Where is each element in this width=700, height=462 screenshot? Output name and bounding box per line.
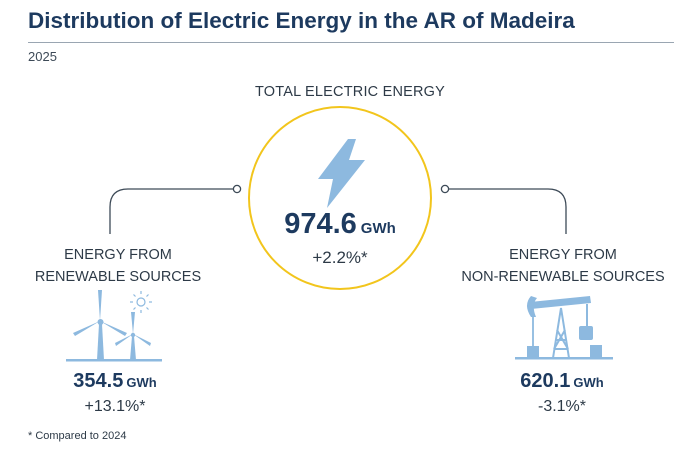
wind-turbines-sun-icon xyxy=(66,290,162,362)
non-renewable-change: -3.1%* xyxy=(537,398,587,415)
large-turbine xyxy=(73,290,127,360)
total-energy-value: 974.6 GWh xyxy=(240,208,440,241)
total-energy-label: TOTAL ELECTRIC ENERGY xyxy=(254,84,446,100)
renewable-label-line2: RENEWABLE SOURCES xyxy=(34,269,202,285)
sun-icon xyxy=(130,291,152,313)
renewable-value: 354.5 GWh xyxy=(40,370,190,393)
lightning-bolt-icon xyxy=(318,139,365,208)
page-title: Distribution of Electric Energy in the A… xyxy=(28,8,575,33)
total-energy-number: 974.6 xyxy=(284,208,357,240)
renewable-label-line1: ENERGY FROM xyxy=(64,247,172,263)
small-turbine xyxy=(115,312,151,360)
non-renewable-label: ENERGY FROM NON-RENEWABLE SOURCES xyxy=(450,244,676,288)
right-connector xyxy=(440,184,567,234)
left-connector xyxy=(109,184,242,234)
oil-pump-jack-icon xyxy=(515,296,613,360)
non-renewable-value: 620.1 GWh xyxy=(487,370,637,393)
total-energy-change: +2.2%* xyxy=(312,248,368,267)
non-renewable-number: 620.1 xyxy=(520,370,571,392)
title-divider xyxy=(28,42,674,43)
total-energy-circle xyxy=(248,106,432,290)
footnote: * Compared to 2024 xyxy=(28,430,127,442)
total-energy-unit: GWh xyxy=(360,220,396,237)
renewable-number: 354.5 xyxy=(73,370,124,392)
non-renewable-unit: GWh xyxy=(573,375,604,390)
renewable-label: ENERGY FROM RENEWABLE SOURCES xyxy=(20,244,216,288)
year-label: 2025 xyxy=(28,49,57,64)
non-renewable-label-line2: NON-RENEWABLE SOURCES xyxy=(461,269,665,285)
renewable-change: +13.1%* xyxy=(84,398,146,415)
non-renewable-label-line1: ENERGY FROM xyxy=(509,247,617,263)
renewable-unit: GWh xyxy=(126,375,157,390)
